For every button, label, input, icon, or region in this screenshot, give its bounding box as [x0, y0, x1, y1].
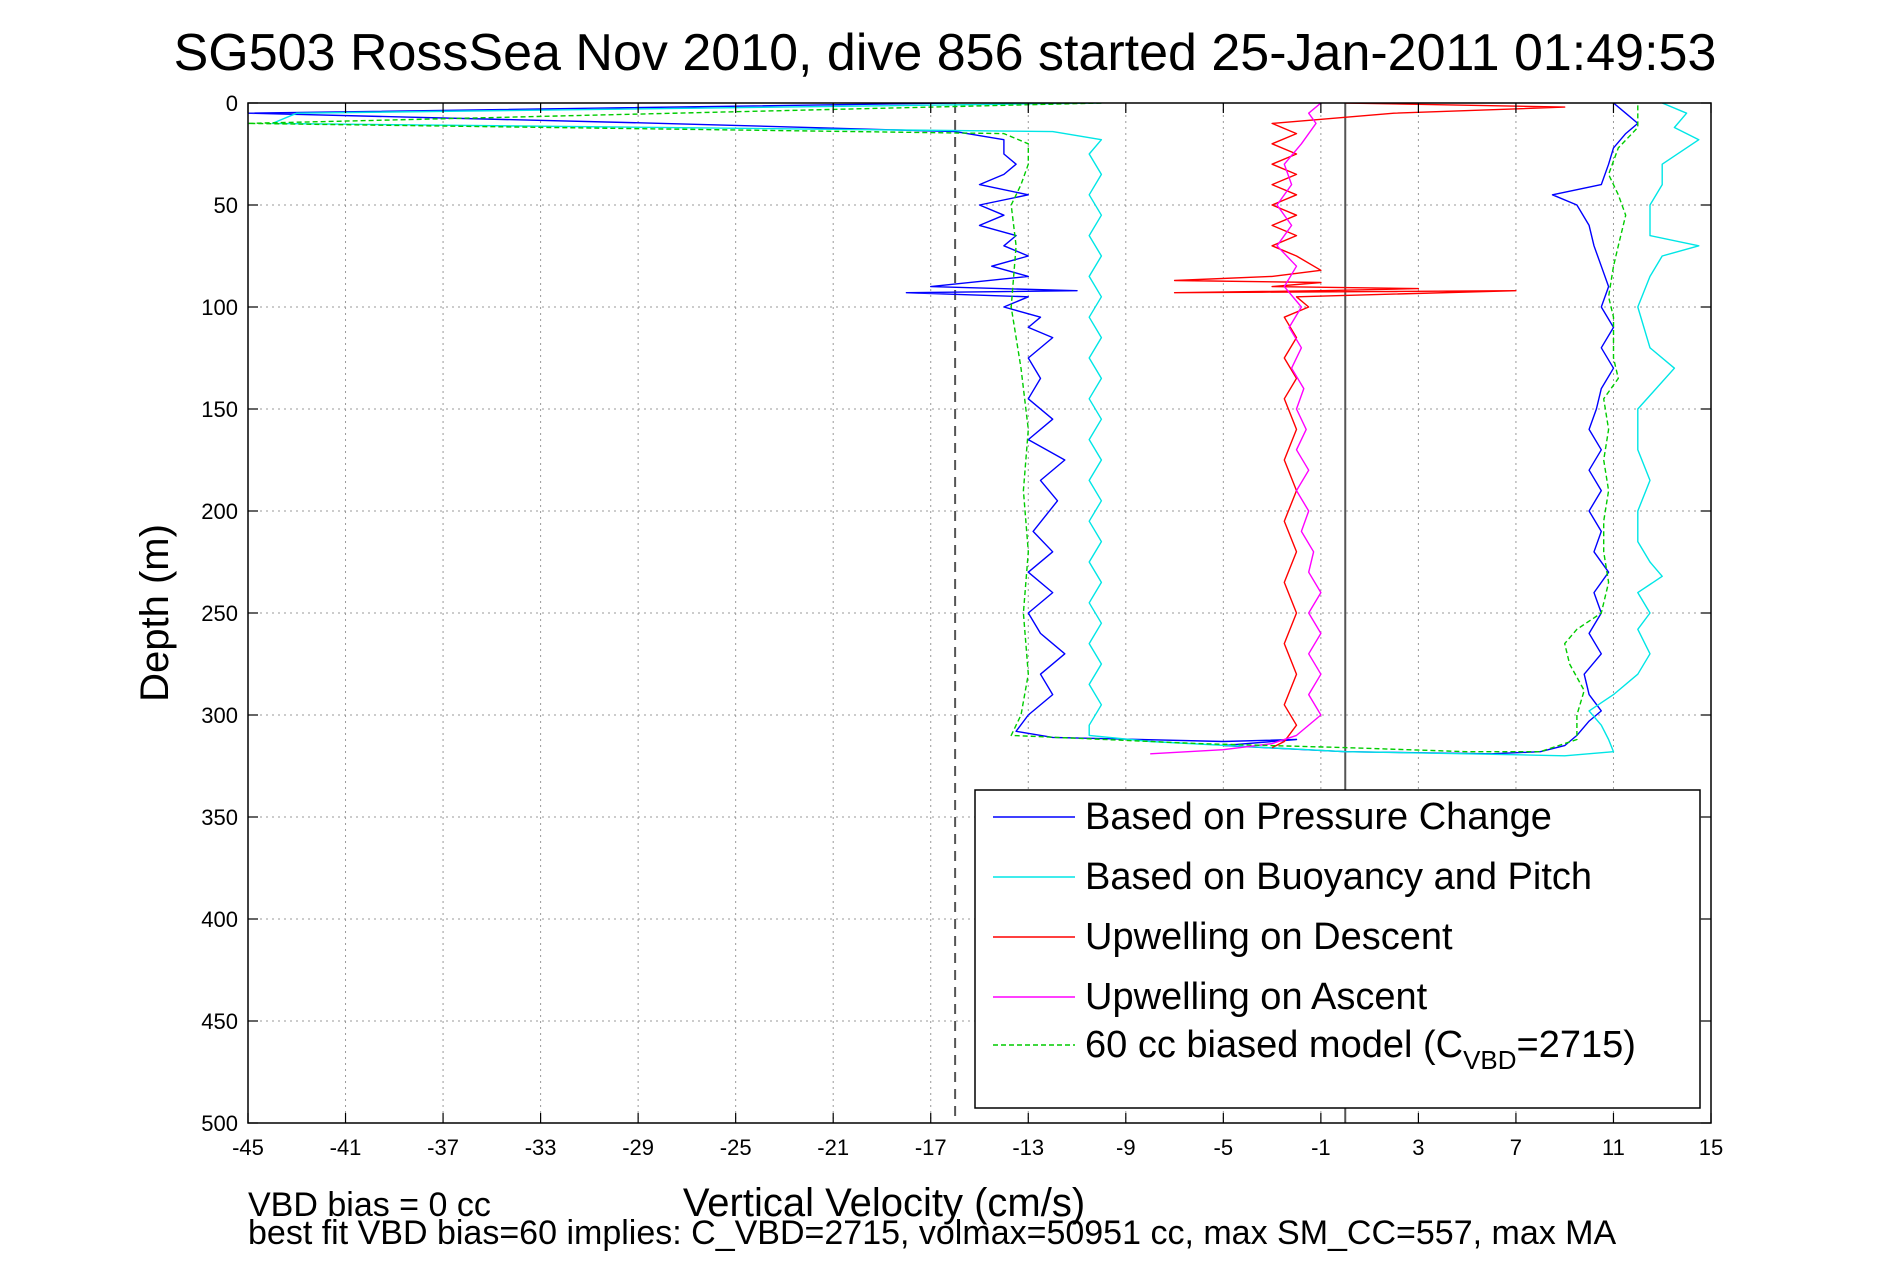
series-line-4 — [1150, 103, 1322, 755]
y-tick-label: 400 — [201, 907, 238, 932]
axis-ticks: -45 -41 -37 -33 -29 -25 -21 -17 -13 -9 -5 -1 3 7 11 150… — [201, 91, 1723, 1160]
y-tick-label: 50 — [214, 193, 238, 218]
y-tick-label: 450 — [201, 1009, 238, 1034]
y-tick-label: 350 — [201, 805, 238, 830]
x-tick-label: 11 — [1602, 1135, 1625, 1160]
vbd-bias-note: VBD bias = 0 cc — [248, 1186, 491, 1224]
x-tick-label: -17 — [915, 1135, 947, 1160]
legend-items: Based on Pressure Change Based on Buoyanc… — [993, 796, 1636, 1075]
chart-title: SG503 RossSea Nov 2010, dive 856 started… — [174, 24, 1717, 82]
x-tick-label: -9 — [1116, 1135, 1136, 1160]
legend-box — [974, 789, 1701, 1109]
legend-label-2: Based on Buoyancy and Pitch — [1085, 856, 1592, 898]
x-tick-label: -45 — [232, 1135, 264, 1160]
y-tick-label: 250 — [201, 601, 238, 626]
y-tick-label: 300 — [201, 703, 238, 728]
y-tick-label: 100 — [201, 295, 238, 320]
series-line-5 — [248, 103, 1639, 753]
y-tick-label: 500 — [201, 1111, 238, 1136]
x-tick-label: -13 — [1012, 1135, 1044, 1160]
x-tick-label: -37 — [427, 1135, 459, 1160]
y-tick-label: 200 — [201, 499, 238, 524]
x-tick-label: -1 — [1311, 1135, 1331, 1160]
x-tick-label: 7 — [1510, 1135, 1522, 1160]
series-line-1 — [248, 103, 1639, 755]
x-tick-label: -41 — [330, 1135, 362, 1160]
x-tick-label: 15 — [1699, 1135, 1723, 1160]
series-group — [248, 103, 1700, 757]
legend-label-3: Upwelling on Descent — [1085, 916, 1453, 958]
legend-label-5: 60 cc biased model (CVBD=2715) — [1085, 1024, 1636, 1075]
legend-label-subscript: VBD — [1463, 1045, 1516, 1075]
x-axis-label: Vertical Velocity (cm/s) — [683, 1181, 1085, 1225]
best-fit-note: best fit VBD bias=60 implies: C_VBD=2715… — [248, 1214, 1617, 1252]
y-tick-label: 0 — [226, 91, 238, 116]
legend-label-4: Upwelling on Ascent — [1085, 976, 1428, 1018]
y-axis-label: Depth (m) — [133, 524, 177, 702]
y-tick-label: 150 — [201, 397, 238, 422]
legend-label-1: Based on Pressure Change — [1085, 796, 1552, 838]
legend-label-tail: =2715) — [1517, 1024, 1636, 1066]
legend: Based on Pressure Change Based on Buoyanc… — [974, 789, 1701, 1109]
legend-label-main: 60 cc biased model (C — [1085, 1024, 1463, 1066]
x-tick-label: -5 — [1214, 1135, 1234, 1160]
series-line-2 — [271, 103, 1700, 757]
x-tick-label: -25 — [720, 1135, 752, 1160]
x-tick-label: -21 — [817, 1135, 849, 1160]
series-line-3 — [1173, 103, 1566, 749]
x-tick-label: -29 — [622, 1135, 654, 1160]
x-tick-label: -33 — [525, 1135, 557, 1160]
x-tick-label: 3 — [1412, 1135, 1424, 1160]
